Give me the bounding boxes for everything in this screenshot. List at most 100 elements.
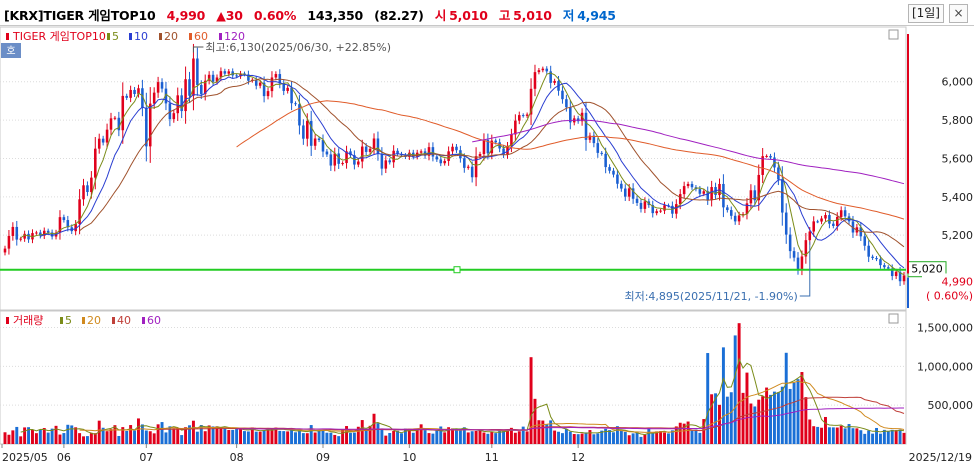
volume-bar [227,429,231,444]
volume-bar [325,432,329,444]
volume-bar [490,431,494,444]
volume-bar [721,347,725,444]
close-icon[interactable]: × [949,4,968,23]
volume-bar [172,428,176,444]
price-tick-label: 5,600 [942,152,974,165]
candle-body [517,115,521,121]
candle-body [612,170,615,175]
volume-bar [678,422,682,444]
candle-body [698,189,702,194]
candle-body [800,256,804,270]
candle-body [223,71,227,74]
candle-body [266,91,270,97]
volume-bar [839,425,843,444]
candle-body [682,186,686,195]
volume-bar [34,433,38,444]
volume-bar [663,432,667,444]
candle-body [74,224,77,232]
candle-body [345,151,348,164]
volume-bar [843,428,847,444]
volume-bar [74,427,78,444]
volume-bar [195,431,199,444]
volume-bar [788,388,792,444]
volume-ratio: (82.27) [374,8,424,23]
volume-bar [776,392,780,444]
volume-legend-ma-swatch [112,317,115,324]
candle-body [753,190,757,201]
legend-ma-label: 20 [164,30,178,43]
volume-bar [305,433,309,444]
volume-bar [780,386,784,444]
candle-body [447,151,450,161]
volume-bar [301,433,305,444]
candle-body [290,87,293,104]
candle-body [180,95,183,112]
volume-bar [757,399,761,444]
candle-body [553,80,556,83]
candle-body [388,160,392,163]
volume-bar [54,425,58,444]
volume-bar [458,428,462,444]
volume-bar [333,434,337,444]
candle-body [675,204,678,214]
price-tick-label: 6,000 [942,76,974,89]
volume-legend-swatch [6,317,9,324]
volume-bar [184,427,188,444]
candle-body [219,71,223,78]
candle-body [702,191,706,194]
volume-bar [882,429,886,444]
period-button[interactable]: [1일] [907,4,944,23]
candle-body [337,153,340,164]
volume-bar [568,431,572,444]
candle-body [309,121,313,146]
price-change: ▲30 [216,8,243,23]
x-tick-label: 2025/05 [2,451,48,464]
candle-body [333,153,337,166]
volume-bar [376,423,380,444]
candle-body [796,257,800,270]
candle-body [635,198,639,203]
legend-ma-swatch [189,33,192,40]
volume-bar [855,428,859,444]
volume-bar [352,432,356,444]
volume-bar [831,427,835,444]
candle-body [360,146,364,162]
volume-bar [254,431,258,444]
volume-bar [643,434,647,444]
candle-body [58,217,62,233]
candle-body [706,191,709,201]
legend-ma-swatch [129,33,132,40]
volume-bar [451,428,455,444]
candle-body [227,71,231,74]
volume-bar [176,428,180,444]
low-price: 4,945 [577,8,616,23]
volume-bar [769,394,772,444]
volume-bar [85,436,89,444]
candle-body [851,221,855,233]
candle-body [466,166,470,168]
volume-bar [875,427,878,444]
volume-bar [117,435,121,444]
candle-body [875,258,878,260]
volume-bar [101,427,105,444]
volume-bar [286,431,290,444]
volume-bar [808,419,812,444]
candle-body [364,146,368,152]
volume-bar [278,430,282,444]
volume-bar [674,426,678,444]
volume-bar [262,430,266,444]
candle-body [506,146,509,155]
candle-body [474,156,478,178]
legend-ma-label: 120 [224,30,245,43]
candle-body [894,271,898,277]
legend-ma-label: 60 [194,30,208,43]
volume-bar [541,420,545,444]
price-ma-10-line [40,74,905,269]
volume-bar [113,425,117,444]
volume-bar [655,431,659,444]
low-annotation: 최저:4,895(2025/11/21, -1.90%) [624,290,797,303]
candle-body [482,139,486,155]
volume-bar [525,431,529,444]
candle-body [141,88,144,108]
candle-body [15,226,19,240]
